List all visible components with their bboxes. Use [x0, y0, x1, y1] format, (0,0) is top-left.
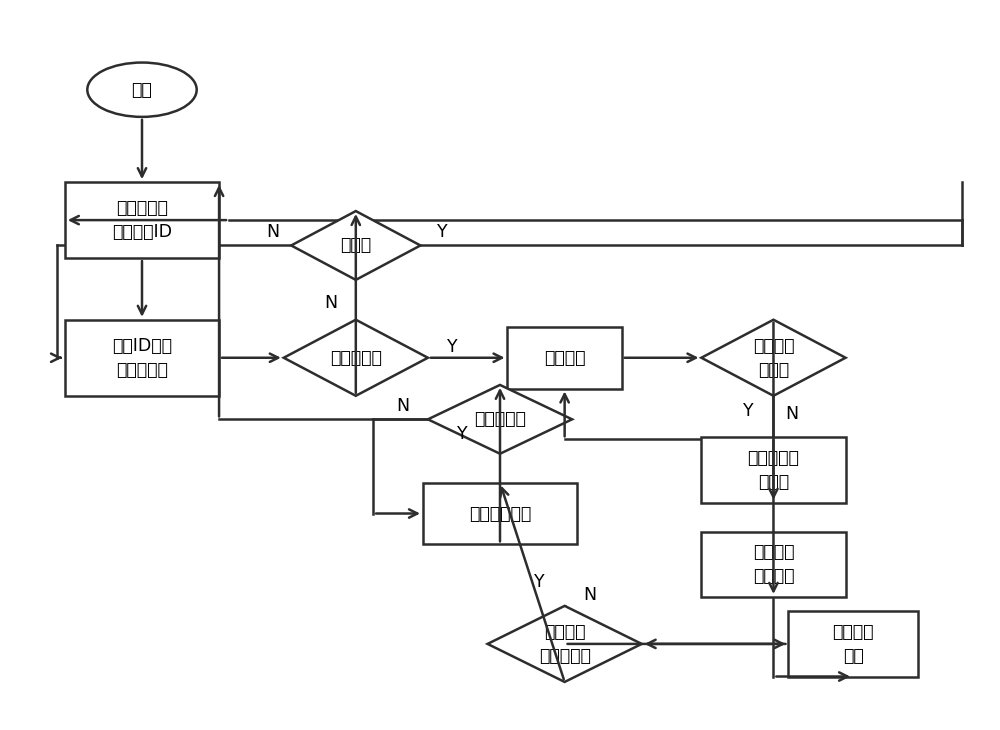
Text: Y: Y: [457, 425, 468, 443]
Text: N: N: [267, 223, 280, 242]
Text: 发送销毁
连接请求: 发送销毁 连接请求: [753, 543, 794, 585]
Text: 发送完当前
数据包: 发送完当前 数据包: [748, 449, 799, 491]
FancyBboxPatch shape: [701, 437, 846, 503]
Polygon shape: [284, 320, 428, 396]
Polygon shape: [701, 320, 846, 396]
Text: 继续接收
数据: 继续接收 数据: [832, 623, 874, 665]
Text: 连接成功？: 连接成功？: [330, 349, 382, 366]
Text: N: N: [785, 405, 798, 423]
Text: N: N: [583, 586, 596, 604]
Text: Y: Y: [534, 573, 545, 591]
Text: 超时？: 超时？: [340, 237, 371, 255]
Text: 开始: 开始: [132, 81, 152, 99]
Text: 与该ID从设
备尝试握手: 与该ID从设 备尝试握手: [112, 337, 172, 379]
FancyBboxPatch shape: [788, 611, 918, 677]
Text: Y: Y: [447, 338, 458, 356]
Text: 数据传输: 数据传输: [544, 349, 585, 366]
Ellipse shape: [87, 63, 197, 117]
Text: Y: Y: [437, 223, 448, 242]
Polygon shape: [488, 606, 642, 682]
Text: 收到销毁
连接确认？: 收到销毁 连接确认？: [539, 623, 591, 665]
Text: 等待连接断开: 等待连接断开: [469, 504, 531, 523]
Text: 授权时间
结束？: 授权时间 结束？: [753, 337, 794, 379]
Text: N: N: [396, 397, 410, 415]
Text: 从调度表获
取新连接ID: 从调度表获 取新连接ID: [112, 199, 172, 241]
Text: Y: Y: [743, 402, 754, 420]
Polygon shape: [428, 385, 572, 454]
FancyBboxPatch shape: [65, 320, 219, 396]
FancyBboxPatch shape: [507, 327, 622, 388]
Text: N: N: [324, 294, 338, 312]
Polygon shape: [291, 211, 420, 280]
FancyBboxPatch shape: [423, 483, 577, 545]
FancyBboxPatch shape: [701, 531, 846, 597]
Text: 连接断开？: 连接断开？: [474, 410, 526, 429]
FancyBboxPatch shape: [65, 182, 219, 258]
